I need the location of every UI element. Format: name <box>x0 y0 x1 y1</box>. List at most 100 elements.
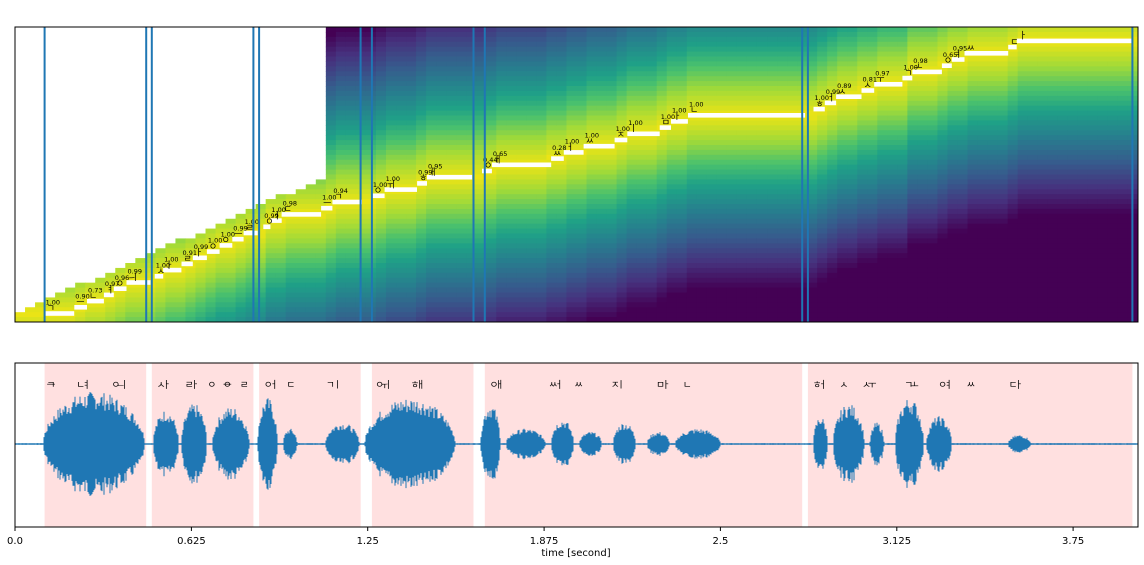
heatmap-cell <box>977 248 989 254</box>
heatmap-cell <box>1047 194 1059 200</box>
heatmap-cell <box>556 164 568 171</box>
heatmap-cell <box>1017 194 1029 200</box>
heatmap-cell <box>235 258 247 264</box>
heatmap-cell <box>476 194 487 200</box>
heatmap-cell <box>185 292 197 299</box>
heatmap-cell <box>716 36 728 43</box>
heatmap-cell <box>626 71 638 77</box>
heatmap-cell <box>1037 267 1049 274</box>
heatmap-cell <box>937 164 949 171</box>
heatmap-cell <box>476 31 487 38</box>
heatmap-cell <box>746 169 758 176</box>
heatmap-cell <box>476 90 487 97</box>
heatmap-cell <box>917 297 929 303</box>
heatmap-cell <box>847 307 858 313</box>
heatmap-cell <box>586 110 598 117</box>
heatmap-cell <box>817 302 828 308</box>
heatmap-cell <box>837 223 848 230</box>
heatmap-cell <box>416 263 427 269</box>
heatmap-cell <box>887 31 898 38</box>
heatmap-cell <box>416 41 427 48</box>
heatmap-cell <box>937 292 949 299</box>
heatmap-cell <box>987 95 999 102</box>
heatmap-cell <box>957 31 969 38</box>
heatmap-cell <box>506 90 517 97</box>
heatmap-cell <box>807 125 818 131</box>
heatmap-cell <box>516 51 527 58</box>
heatmap-cell <box>556 233 568 240</box>
heatmap-cell <box>897 81 908 87</box>
heatmap-cell <box>767 307 778 313</box>
heatmap-cell <box>596 66 608 72</box>
heatmap-cell <box>616 46 628 53</box>
heatmap-cell <box>787 179 798 185</box>
heatmap-cell <box>716 46 728 53</box>
heatmap-cell <box>837 228 848 235</box>
heatmap-cell <box>686 253 698 259</box>
heatmap-cell <box>626 31 638 38</box>
heatmap-cell <box>706 41 718 48</box>
heatmap-cell <box>486 51 497 58</box>
heatmap-cell <box>656 253 668 259</box>
heatmap-cell <box>1017 179 1029 185</box>
heatmap-cell <box>987 125 999 131</box>
heatmap-cell <box>857 120 868 126</box>
heatmap-cell <box>656 263 668 269</box>
heatmap-cell <box>676 307 688 313</box>
heatmap-cell <box>215 307 227 313</box>
heatmap-cell <box>716 149 728 156</box>
heatmap-cell <box>646 174 658 181</box>
heatmap-cell <box>456 46 467 53</box>
heatmap-cell <box>767 149 778 156</box>
heatmap-cell <box>375 27 387 33</box>
heatmap-cell <box>305 282 317 289</box>
heatmap-cell <box>496 61 507 67</box>
heatmap-cell <box>817 263 828 269</box>
heatmap-cell <box>917 238 929 244</box>
heatmap-cell <box>696 154 708 161</box>
heatmap-cell <box>827 159 838 166</box>
heatmap-cell <box>987 27 999 33</box>
heatmap-cell <box>1047 100 1059 107</box>
heatmap-cell <box>777 189 788 195</box>
heatmap-cell <box>526 292 537 299</box>
heatmap-cell <box>837 115 848 122</box>
heatmap-cell <box>767 317 778 322</box>
heatmap-cell <box>546 90 558 97</box>
heatmap-cell <box>807 277 818 284</box>
heatmap-cell <box>767 184 778 190</box>
heatmap-cell <box>546 169 558 176</box>
heatmap-cell <box>446 292 457 299</box>
heatmap-cell <box>666 179 678 185</box>
heatmap-cell <box>736 154 748 161</box>
heatmap-cell <box>807 253 818 259</box>
heatmap-cell <box>416 66 427 72</box>
heatmap-cell <box>967 258 979 264</box>
heatmap-cell <box>295 204 307 210</box>
heatmap-cell <box>586 263 598 269</box>
heatmap-cell <box>1057 317 1069 322</box>
heatmap-cell <box>787 56 798 63</box>
heatmap-cell <box>767 27 778 33</box>
heatmap-cell <box>847 238 858 244</box>
heatmap-cell <box>586 95 598 102</box>
heatmap-cell <box>586 194 598 200</box>
heatmap-cell <box>706 204 718 210</box>
heatmap-cell <box>1007 149 1019 156</box>
heatmap-cell <box>626 267 638 274</box>
heatmap-cell <box>1037 184 1049 190</box>
heatmap-cell <box>626 194 638 200</box>
heatmap-cell <box>777 149 788 156</box>
heatmap-cell <box>857 51 868 58</box>
heatmap-cell <box>917 253 929 259</box>
heatmap-cell <box>716 154 728 161</box>
heatmap-cell <box>616 189 628 195</box>
heatmap-cell <box>466 292 477 299</box>
heatmap-cell <box>175 292 187 299</box>
heatmap-cell <box>335 174 347 181</box>
heatmap-cell <box>686 194 698 200</box>
heatmap-cell <box>496 56 507 63</box>
heatmap-cell <box>887 125 898 131</box>
heatmap-cell <box>987 199 999 205</box>
heatmap-cell <box>556 208 568 215</box>
